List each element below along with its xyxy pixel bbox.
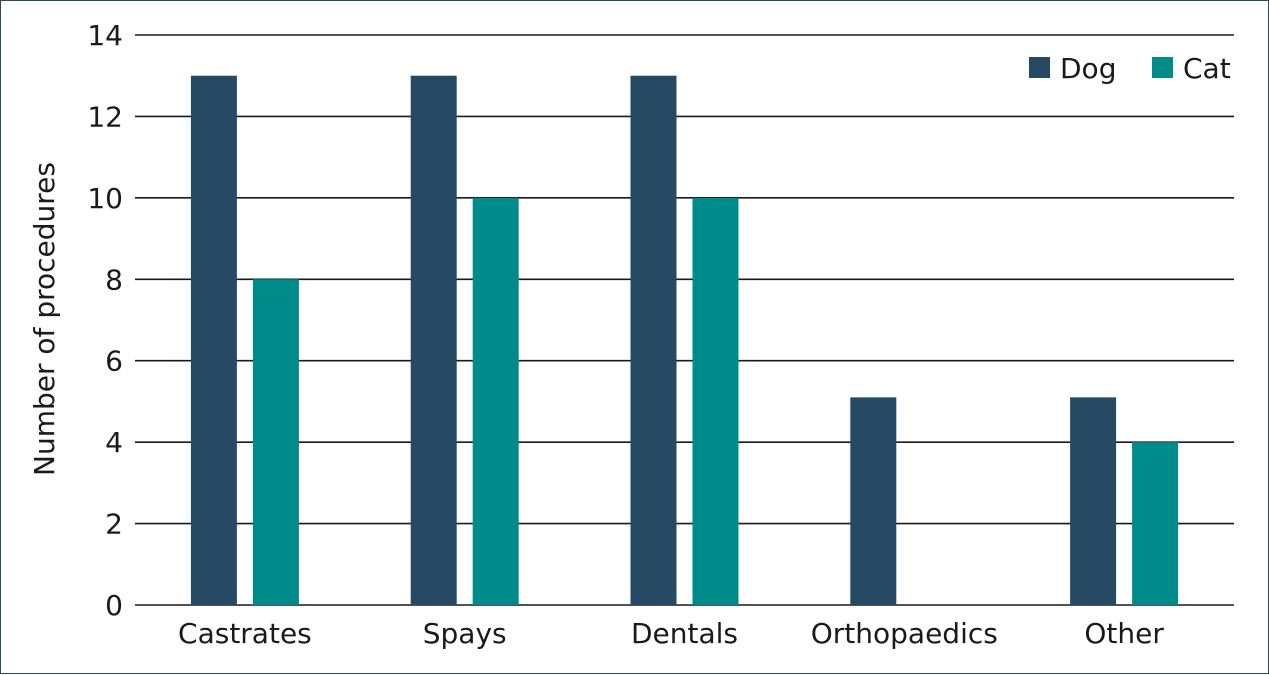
bar-dog-other (1070, 397, 1117, 605)
bar-cat-castrates (252, 279, 299, 605)
bar-cat-spays (472, 197, 519, 605)
x-category-label: Orthopaedics (811, 617, 998, 650)
bar-dog-castrates (190, 75, 237, 605)
legend-swatch-dog (1029, 57, 1050, 78)
y-tick-label: 12 (87, 100, 123, 133)
bar-cat-dentals (692, 197, 739, 605)
bars (190, 75, 1179, 605)
legend-swatch-cat (1152, 57, 1173, 78)
x-category-label: Spays (423, 617, 507, 650)
bar-cat-other (1132, 442, 1179, 605)
y-tick-label: 4 (105, 426, 123, 459)
y-tick-label: 6 (105, 345, 123, 378)
bar-dog-spays (410, 75, 457, 605)
legend-label-dog: Dog (1060, 52, 1116, 85)
legend-label-cat: Cat (1183, 52, 1231, 85)
y-axis-title: Number of procedures (28, 162, 61, 476)
legend: Dog Cat (1029, 52, 1231, 85)
y-tick-label: 8 (105, 263, 123, 296)
bar-dog-orthopaedics (850, 397, 897, 605)
y-tick-label: 14 (87, 19, 123, 52)
gridlines (135, 34, 1234, 606)
y-axis-ticks: 0 2 4 6 8 10 12 14 (87, 19, 123, 622)
x-category-label: Castrates (178, 617, 312, 650)
y-tick-label: 10 (87, 182, 123, 215)
x-axis-category-labels: Castrates Spays Dentals Orthopaedics Other (178, 617, 1164, 650)
x-category-label: Dentals (631, 617, 738, 650)
y-tick-label: 0 (105, 589, 123, 622)
x-category-label: Other (1084, 617, 1164, 650)
bar-dog-dentals (630, 75, 677, 605)
y-tick-label: 2 (105, 508, 123, 541)
